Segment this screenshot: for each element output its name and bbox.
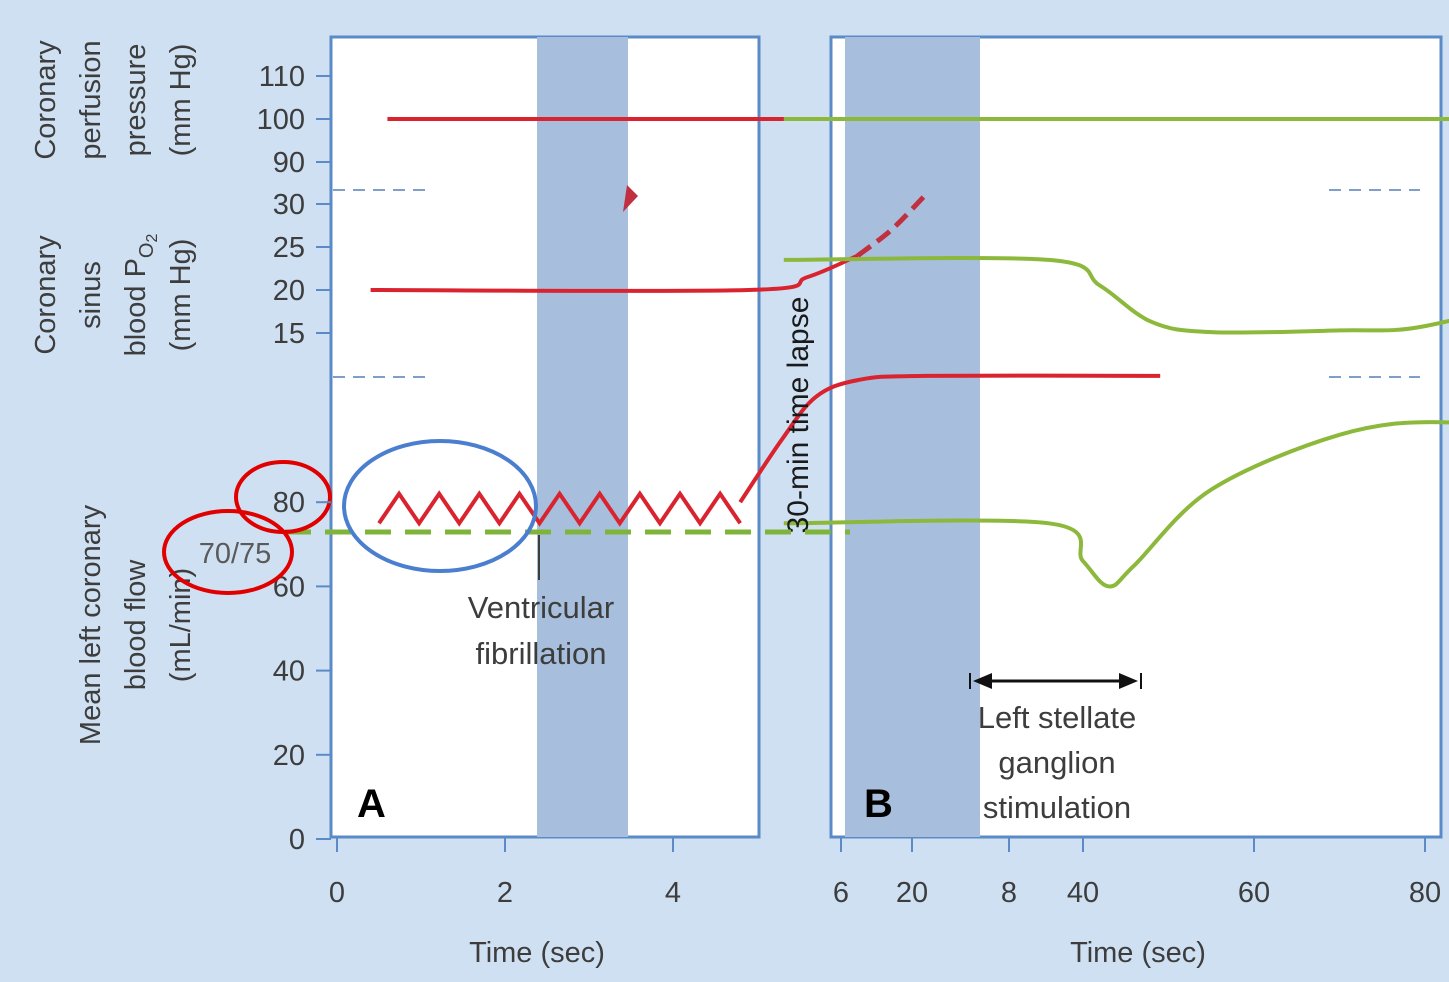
stimulation-arrowhead-left xyxy=(973,673,992,689)
po2-subscript-o: O xyxy=(136,242,158,258)
x-tick-a-0: 0 xyxy=(329,877,345,909)
flow-callout-text: 70/75 xyxy=(199,538,272,570)
panel-a-po2-line xyxy=(370,253,859,293)
section-dividers xyxy=(333,189,1420,378)
y-tick-perfusion-100: 100 xyxy=(257,104,305,136)
stellate-stimulation-label: Left stellate ganglion stimulation xyxy=(978,700,1137,825)
po2-label-line4: (mm Hg) xyxy=(165,239,197,352)
callout-circle-70-75 xyxy=(162,509,294,595)
po2-label-line2: sinus xyxy=(75,261,107,329)
x-tick-a-8: 8 xyxy=(1001,877,1017,909)
panel-a-shaded-band xyxy=(537,37,628,837)
data-traces xyxy=(370,116,1449,589)
po2-subscript-2: 2 xyxy=(144,233,161,242)
panel-b-po2-line xyxy=(783,255,1449,335)
po2-arrowhead xyxy=(623,185,638,212)
panel-b-shaded-band xyxy=(845,37,980,837)
perfusion-label-line3: pressure xyxy=(120,44,152,157)
x-tick-b-80: 80 xyxy=(1409,877,1441,909)
po2-label-line3: blood PO2 xyxy=(120,233,161,356)
perfusion-label-line2: perfusion xyxy=(75,40,107,159)
oscillation-highlight-circle xyxy=(342,439,538,573)
po2-label-line1: Coronary xyxy=(30,235,62,355)
y-axis-label-flow: Mean left coronary blood flow (mL/min) xyxy=(75,504,197,745)
stimulation-arrowhead-right xyxy=(1119,673,1138,689)
stimulation-arrow xyxy=(969,673,1142,689)
y-tick-perfusion-110: 110 xyxy=(259,61,305,93)
ventricular-fibrillation-label: Ventricular fibrillation xyxy=(468,590,614,671)
x-tick-a-6: 6 xyxy=(833,877,849,909)
panel-b-flow-line xyxy=(783,420,1449,589)
stellate-label-line3: stimulation xyxy=(983,790,1131,825)
x-tick-labels: 0246820406080100120 xyxy=(329,877,1441,909)
flow-label-line1: Mean left coronary xyxy=(75,504,107,745)
perfusion-label-line4: (mm Hg) xyxy=(165,44,197,157)
y-tick-flow-80: 80 xyxy=(273,487,305,519)
y-tick-po2-30: 30 xyxy=(273,189,305,221)
panel-a-flow-oscillation xyxy=(377,490,742,527)
x-tick-b-60: 60 xyxy=(1238,877,1270,909)
panel-a-po2-dashed-extension xyxy=(856,193,927,258)
po2-label-main: blood P xyxy=(120,258,152,356)
vf-label-line1: Ventricular xyxy=(468,590,614,625)
y-tick-flow-40: 40 xyxy=(273,656,305,688)
time-lapse-label: 30-min time lapse xyxy=(782,297,815,534)
x-tick-a-2: 2 xyxy=(497,877,513,909)
panel-a-letter: A xyxy=(357,782,386,826)
y-tick-po2-20: 20 xyxy=(273,275,305,307)
y-tick-perfusion-90: 90 xyxy=(273,147,305,179)
stellate-label-line1: Left stellate xyxy=(978,700,1137,735)
y-tick-flow-0: 0 xyxy=(289,824,305,856)
x-tick-b-40: 40 xyxy=(1067,877,1099,909)
x-axis-label-a: Time (sec) xyxy=(469,937,605,969)
y-axis-label-perfusion: Coronary perfusion pressure (mm Hg) xyxy=(30,40,197,160)
y-tick-flow-20: 20 xyxy=(273,740,305,772)
flow-label-line2: blood flow xyxy=(120,559,152,691)
y-tick-po2-15: 15 xyxy=(273,318,305,350)
perfusion-label-line1: Coronary xyxy=(30,40,62,160)
y-axis-label-po2: Coronary sinus blood PO2 (mm Hg) xyxy=(30,233,197,356)
x-axis-label-b: Time (sec) xyxy=(1070,937,1206,969)
x-tick-b-20: 20 xyxy=(896,877,928,909)
stellate-label-line2: ganglion xyxy=(998,745,1115,780)
x-tick-a-4: 4 xyxy=(665,877,681,909)
panel-a-flow-line xyxy=(738,373,1161,504)
panel-b-letter: B xyxy=(864,782,893,826)
y-tick-po2-25: 25 xyxy=(273,232,305,264)
vf-label-line2: fibrillation xyxy=(476,636,607,671)
